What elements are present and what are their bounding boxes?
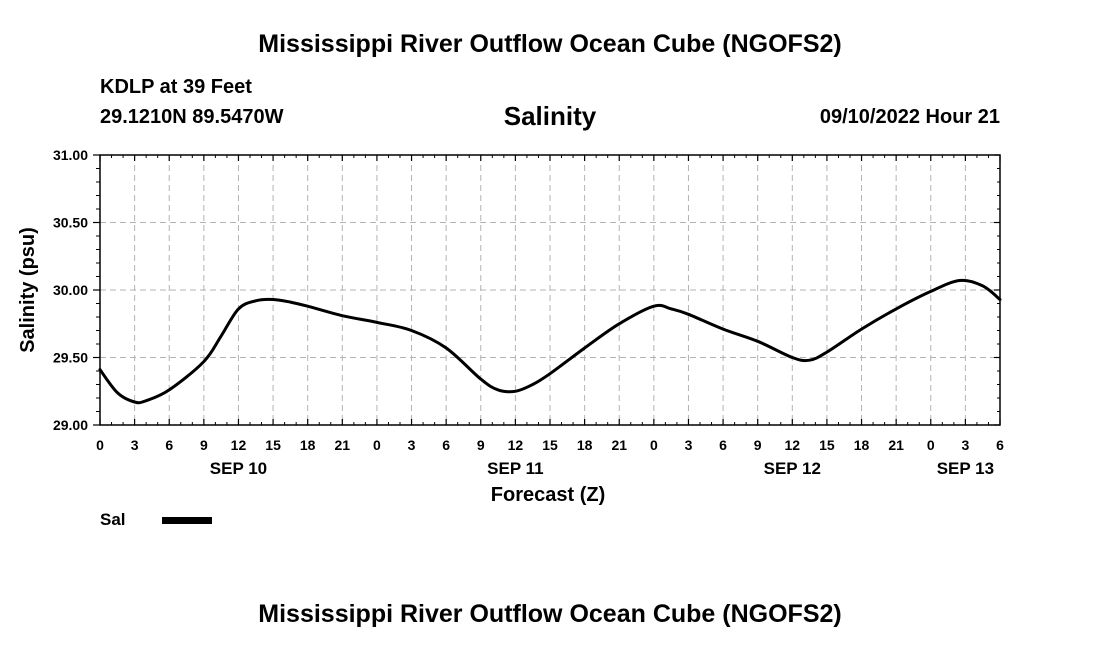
x-tick-label: 15 [819, 437, 835, 453]
x-tick-label: 3 [961, 437, 969, 453]
x-tick-label: 9 [477, 437, 485, 453]
x-tick-label: 0 [373, 437, 381, 453]
y-tick-label: 29.00 [53, 417, 88, 433]
x-axis-title: Forecast (Z) [491, 484, 605, 506]
x-tick-label: 3 [408, 437, 416, 453]
axis-tick-labels: 0 3 6 9 12 15 18 21 0 3 6 9 12 15 18 21 0 3 6 9 12 15 18 21 0 3 6 2… [53, 147, 1004, 478]
legend: Sal [100, 510, 212, 529]
y-tick-label: 30.00 [53, 282, 88, 298]
x-tick-label: 9 [200, 437, 208, 453]
date-label: SEP 11 [487, 459, 543, 478]
x-tick-label: 6 [442, 437, 450, 453]
legend-entry-swatch [162, 517, 212, 524]
x-tick-label: 0 [650, 437, 658, 453]
x-tick-label: 21 [888, 437, 904, 453]
coordinates-label: 29.1210N 89.5470W [100, 106, 284, 128]
x-tick-label: 12 [231, 437, 247, 453]
x-tick-label: 21 [335, 437, 351, 453]
forecast-datetime: 09/10/2022 Hour 21 [819, 106, 1000, 128]
x-tick-label: 12 [508, 437, 524, 453]
x-tick-label: 0 [96, 437, 104, 453]
salinity-chart: 0 3 6 9 12 15 18 21 0 3 6 9 12 15 18 21 0 3 6 9 12 15 18 21 0 3 6 2… [17, 147, 1004, 529]
date-label: SEP 13 [937, 459, 994, 478]
y-axis-title: Salinity (psu) [17, 227, 39, 353]
x-tick-label: 18 [577, 437, 593, 453]
x-tick-label: 18 [300, 437, 316, 453]
x-tick-label: 15 [542, 437, 558, 453]
date-label: SEP 10 [210, 459, 267, 478]
x-tick-label: 12 [785, 437, 801, 453]
station-label: KDLP at 39 Feet [100, 76, 252, 98]
x-tick-label: 15 [265, 437, 281, 453]
axis-ticks [93, 154, 1001, 426]
grid-lines [100, 155, 1000, 425]
legend-entry-label: Sal [100, 510, 126, 529]
x-tick-label: 18 [854, 437, 870, 453]
x-tick-label: 3 [685, 437, 693, 453]
x-tick-label: 9 [754, 437, 762, 453]
footer-title: Mississippi River Outflow Ocean Cube (NG… [258, 600, 842, 628]
date-label: SEP 12 [764, 459, 821, 478]
y-tick-label: 30.50 [53, 215, 88, 231]
x-tick-label: 6 [165, 437, 173, 453]
y-tick-label: 29.50 [53, 350, 88, 366]
chart-subtitle: Salinity [503, 101, 597, 131]
x-tick-label: 3 [131, 437, 139, 453]
x-tick-label: 0 [927, 437, 935, 453]
x-tick-label: 6 [719, 437, 727, 453]
x-tick-label: 21 [611, 437, 627, 453]
series-line-sal [98, 278, 1002, 405]
x-tick-label: 6 [996, 437, 1004, 453]
y-tick-label: 31.00 [53, 147, 88, 163]
chart-title: Mississippi River Outflow Ocean Cube (NG… [258, 30, 842, 58]
